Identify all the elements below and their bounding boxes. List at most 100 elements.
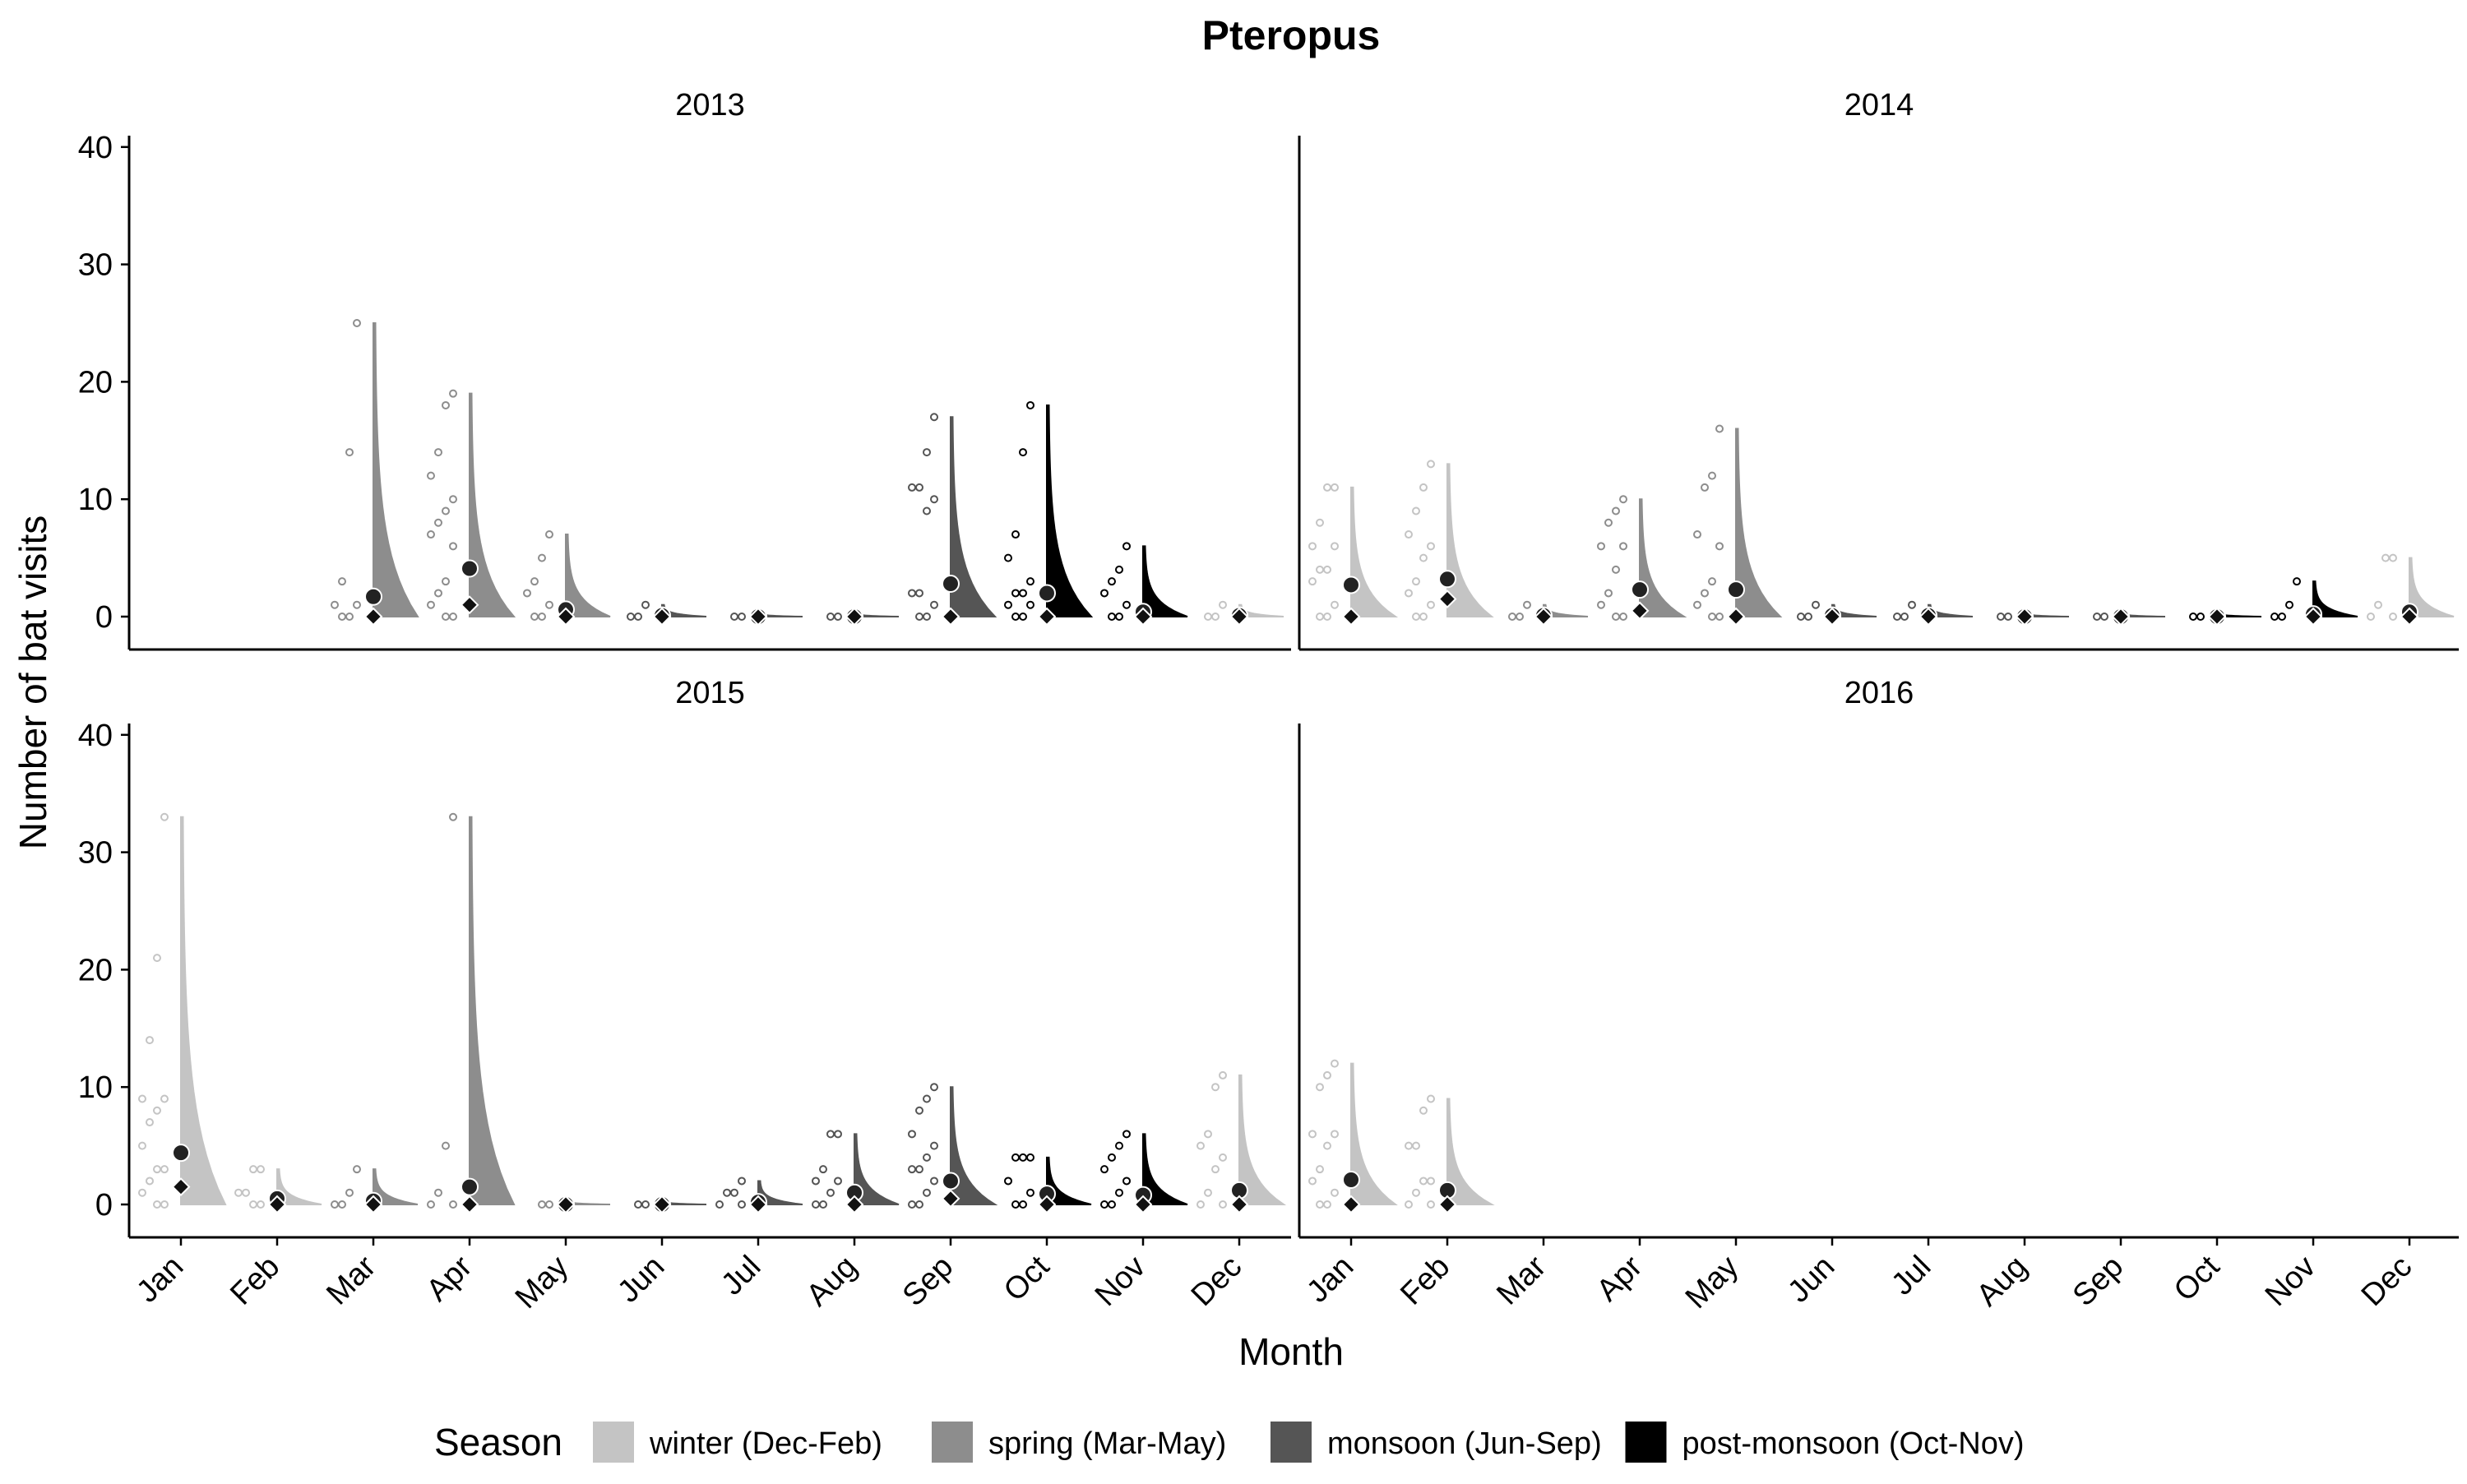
mean-marker (364, 587, 382, 606)
data-point (1019, 589, 1027, 598)
violin (1238, 1074, 1287, 1205)
data-point (1108, 577, 1116, 586)
month-group-dec (1204, 600, 1284, 626)
data-point (2285, 600, 2293, 609)
x-tick-label: May (1679, 1250, 1745, 1315)
data-point (1204, 1188, 1212, 1197)
data-point (1508, 613, 1516, 621)
data-point (1427, 1177, 1435, 1186)
data-point (1412, 506, 1420, 515)
data-point (2100, 613, 2108, 621)
month-group-jul (1893, 600, 1974, 626)
data-point (153, 1200, 161, 1209)
legend-label: monsoon (Jun-Sep) (1327, 1426, 1602, 1461)
data-point (1597, 600, 1605, 609)
data-point (138, 1141, 146, 1150)
data-point (449, 812, 457, 821)
month-group-dec (1196, 1070, 1287, 1214)
month-group-jul (730, 607, 803, 626)
x-tick-label: Apr (1590, 1249, 1650, 1308)
data-point (1026, 1188, 1034, 1197)
violin (1142, 545, 1188, 617)
legend-entry-monsoon: monsoon (Jun-Sep) (1269, 1420, 1602, 1464)
data-point (160, 812, 169, 821)
data-point (2093, 613, 2101, 621)
median-marker (1822, 607, 1842, 626)
data-point (146, 1118, 154, 1127)
legend-title: Season (434, 1421, 562, 1463)
data-point (923, 506, 931, 515)
data-point (1419, 1106, 1428, 1115)
data-point (331, 1200, 339, 1209)
legend-entry-spring: spring (Mar-May) (930, 1420, 1226, 1464)
data-point (1115, 1141, 1123, 1150)
median-marker (460, 595, 479, 615)
data-point (242, 1188, 250, 1197)
month-group-apr (427, 389, 516, 621)
data-point (923, 613, 931, 621)
median-marker (1037, 1195, 1057, 1214)
data-point (1100, 589, 1109, 598)
median-marker (1341, 607, 1361, 626)
mean-marker (942, 1172, 960, 1190)
data-point (1316, 518, 1324, 527)
legend-swatch (591, 1420, 636, 1464)
data-point (930, 413, 938, 422)
data-point (538, 613, 546, 621)
data-point (1331, 1059, 1339, 1068)
panels-layer: 2013 0 10 20 30 40 2014 2015 0 10 20 30 40 Jan Feb Mar A… (78, 88, 2459, 1315)
data-point (1708, 471, 1716, 480)
violin (1446, 463, 1494, 617)
data-point (915, 1106, 923, 1115)
data-point (345, 1188, 354, 1197)
y-tick-label: 0 (95, 600, 113, 635)
violin (950, 1086, 998, 1205)
data-point (1405, 589, 1413, 598)
data-point (1708, 613, 1716, 621)
y-axis-title: Number of bat visits (12, 515, 54, 849)
x-axis-title: Month (1238, 1330, 1344, 1373)
data-point (723, 1188, 731, 1197)
y-tick-label: 10 (78, 483, 113, 517)
data-point (1308, 577, 1317, 586)
median-marker (1630, 601, 1650, 621)
data-point (1323, 613, 1331, 621)
month-group-jan (1308, 1059, 1398, 1214)
data-point (1122, 1130, 1131, 1139)
median-marker (1919, 607, 1938, 626)
data-point (1122, 600, 1131, 609)
data-point (138, 1094, 146, 1103)
data-point (1405, 530, 1413, 539)
data-point (449, 613, 457, 621)
data-point (930, 1141, 938, 1150)
data-point (1196, 1141, 1205, 1150)
violin (2312, 580, 2358, 617)
month-group-oct (1004, 1153, 1092, 1214)
data-point (1331, 1188, 1339, 1197)
violin (469, 816, 516, 1205)
data-point (930, 1177, 938, 1186)
data-point (1108, 1200, 1116, 1209)
data-point (930, 495, 938, 504)
x-tick-label: Sep (2067, 1250, 2131, 1314)
data-point (1405, 1200, 1413, 1209)
data-point (1308, 1177, 1317, 1186)
data-point (545, 1200, 553, 1209)
data-point (634, 1200, 642, 1209)
x-tick-label: Oct (997, 1249, 1057, 1308)
data-point (1323, 1070, 1331, 1079)
data-point (826, 1188, 835, 1197)
median-marker (556, 1195, 576, 1214)
data-point (738, 1177, 746, 1186)
violin (565, 534, 611, 617)
data-point (1219, 600, 1227, 609)
y-tick-label: 0 (95, 1188, 113, 1223)
month-group-may (538, 1195, 611, 1214)
mean-marker (1342, 1171, 1360, 1190)
data-point (1604, 589, 1613, 598)
data-point (1011, 1153, 1020, 1162)
data-point (1308, 542, 1317, 551)
data-point (1715, 542, 1724, 551)
y-tick-label: 10 (78, 1070, 113, 1105)
